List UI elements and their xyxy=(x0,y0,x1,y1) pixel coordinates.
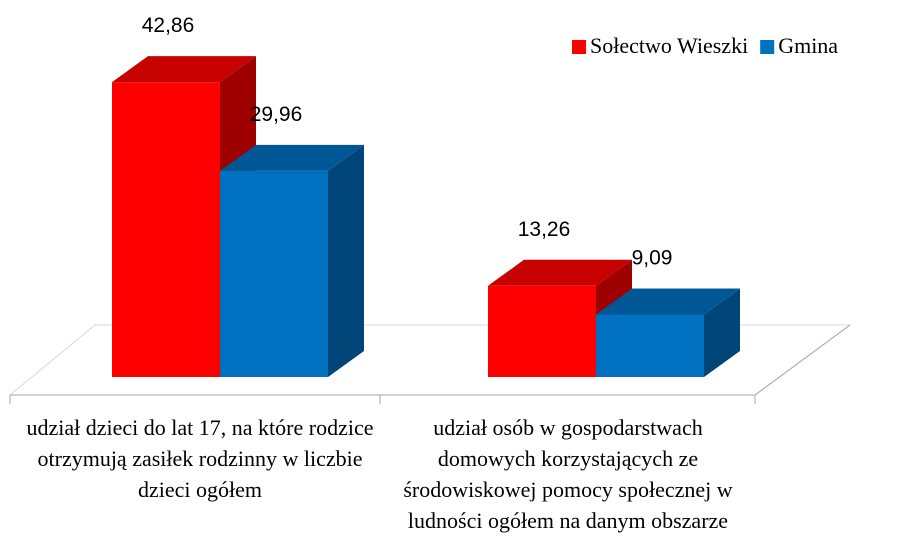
bar-side xyxy=(704,288,740,377)
legend-label: Gmina xyxy=(778,33,838,58)
bar xyxy=(488,285,596,377)
bar xyxy=(596,314,704,377)
legend-swatch xyxy=(572,40,586,54)
bar-top xyxy=(112,56,256,83)
bar-top xyxy=(596,288,740,315)
legend-swatch xyxy=(760,40,775,54)
value-label: 13,26 xyxy=(518,218,571,241)
bar-side xyxy=(328,144,364,377)
value-label: 29,96 xyxy=(250,103,303,126)
value-label: 9,09 xyxy=(632,246,673,269)
bar-top xyxy=(220,144,364,171)
floor-edge xyxy=(754,324,851,396)
x-tick-label: udział osób w gospodarstwach domowych ko… xyxy=(403,415,733,533)
legend-label: Sołectwo Wieszki xyxy=(590,33,748,58)
x-tick-label: udział dzieci do lat 17, na które rodzic… xyxy=(26,415,374,502)
bar-top xyxy=(488,259,632,286)
bar xyxy=(112,82,220,377)
bar xyxy=(220,170,328,377)
value-label: 42,86 xyxy=(142,14,195,37)
